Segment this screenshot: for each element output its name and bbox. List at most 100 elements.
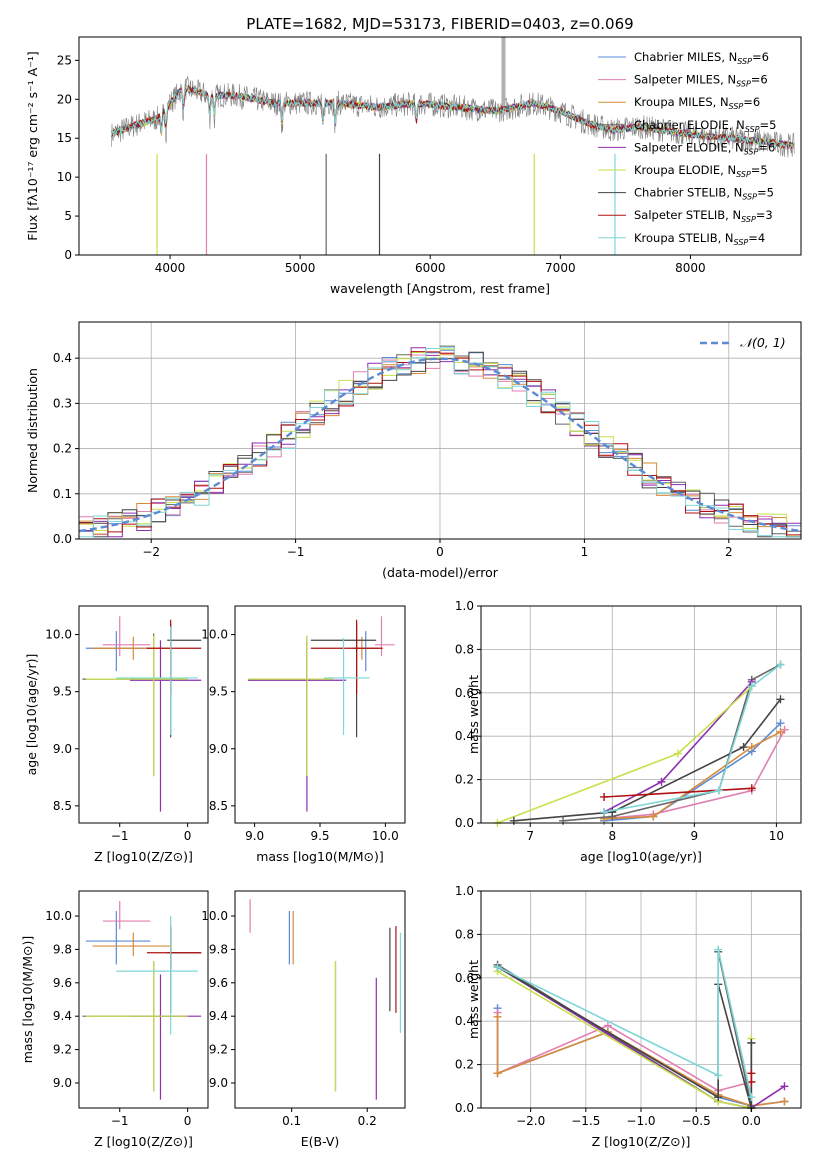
tick-label-x: 8000 [675, 261, 706, 275]
legend-label: Salpeter ELODIE, NSSP=6 [634, 140, 775, 156]
weight-series-8 [603, 663, 781, 813]
legend-label: Chabrier ELODIE, NSSP=5 [634, 118, 776, 134]
mass_vs_Z-marks [82, 901, 202, 1100]
tick-label-y: 0.0 [53, 532, 72, 546]
age_vs_Z-marks [82, 616, 202, 812]
axes-frame [480, 890, 802, 1109]
weight-series-5 [497, 685, 753, 824]
data-point-marker [714, 945, 723, 954]
axes-frame [480, 605, 802, 824]
tick-label-y: 9.0 [53, 742, 72, 756]
tick-label-x: 10.0 [372, 829, 399, 843]
mass_vs_EBV-chart: 0.1 0.2 9.0 9.2 9.4 9.6 9.8 10.0 E(B-V) [201, 890, 406, 1149]
tick-label-x: 5000 [285, 261, 316, 275]
legend-label-base: Salpeter ELODIE, N [634, 140, 744, 154]
weight_vs_age-chart: 7 8 9 10 0.0 0.2 0.4 0.6 0.8 1.0 age [log10(age/yr… [455, 599, 802, 864]
axes-frame [78, 890, 209, 1109]
legend-label-value: =6 [743, 95, 760, 109]
x-axis-label: Z [log10(Z/Z⊙)] [94, 1134, 193, 1149]
tick-label-y: 0.2 [53, 442, 72, 456]
legend-label: Chabrier STELIB, NSSP=5 [634, 186, 774, 202]
tick-label-y: 0.4 [455, 729, 474, 743]
data-point-marker [493, 1069, 502, 1078]
x-axis-label: wavelength [Angstrom, rest frame] [330, 281, 550, 296]
legend-label-base: Chabrier ELODIE, N [634, 118, 745, 132]
weight-series-8 [497, 949, 753, 1098]
legend-item: Kroupa MILES, NSSP=6 [598, 95, 760, 111]
tick-label-y: 0 [64, 248, 72, 262]
data-point-marker [673, 749, 682, 758]
legend-label-sub: SSP [734, 238, 749, 247]
legend-label-sub: SSP [744, 147, 759, 156]
data-point-marker [776, 695, 785, 704]
tick-label-y: 9.6 [53, 976, 72, 990]
data-point-marker [780, 725, 789, 734]
tick-label-y: 9.5 [53, 685, 72, 699]
tick-label-x: 0 [184, 829, 192, 843]
x-axis-label: Z [log10(Z/Z⊙)] [592, 1134, 691, 1149]
weight_vs_Z-marks [493, 945, 789, 1112]
age_vs_mass-chart: 9.0 9.5 10.0 8.5 9.0 9.5 10.0 mass [log10(M/M⊙)… [201, 605, 406, 864]
tick-label-y: 9.6 [209, 976, 228, 990]
data-point-marker [493, 1012, 502, 1021]
mass_vs_Z-chart: −1 0 9.0 9.2 9.4 9.6 9.8 10.0 Z [log10(Z/Z⊙)] mas… [20, 890, 209, 1149]
tick-label-x: 7 [526, 829, 534, 843]
data-point-marker [559, 816, 568, 825]
axes-frame [234, 605, 406, 824]
legend-label-sub: SSP [736, 80, 751, 89]
axes-frame [78, 605, 209, 824]
legend-item: Chabrier ELODIE, NSSP=5 [598, 118, 776, 134]
tick-label-y: 0.4 [455, 1014, 474, 1028]
legend-label-base: Chabrier MILES, N [634, 50, 737, 64]
data-point-marker [714, 1093, 723, 1102]
tick-label-x: 10 [769, 829, 784, 843]
x-axis-label: Z [log10(Z/Z⊙)] [94, 849, 193, 864]
legend-item: Salpeter STELIB, NSSP=3 [598, 208, 773, 224]
legend-label: Kroupa ELODIE, NSSP=5 [634, 163, 768, 179]
tick-label-y: 9.5 [209, 685, 228, 699]
age_vs_mass-marks [248, 616, 395, 812]
legend-item: Chabrier STELIB, NSSP=5 [598, 186, 774, 202]
legend-label-sub: SSP [737, 57, 752, 66]
legend-label-base: Kroupa STELIB, N [634, 231, 734, 245]
tick-label-x: −2.0 [516, 1114, 545, 1128]
tick-label-x: 2 [725, 545, 733, 559]
tick-label-y: 0.6 [455, 971, 474, 985]
data-point-marker [780, 1097, 789, 1106]
legend-label: Kroupa MILES, NSSP=6 [634, 95, 760, 111]
legend-label-base: Kroupa ELODIE, N [634, 163, 736, 177]
spectrum-marks [111, 37, 795, 255]
tick-label-x: 7000 [545, 261, 576, 275]
data-point-marker [493, 962, 502, 971]
y-axis-label: Normed distribution [25, 368, 40, 493]
model-spectrum-8 [111, 85, 795, 150]
weight_vs_age-marks [493, 660, 789, 827]
x-axis-label: age [log10(age/yr)] [580, 849, 702, 864]
histogram-series-8 [79, 346, 801, 538]
spectrum-chart: 4000 5000 6000 7000 8000 0 5 10 15 20 25 wavelength… [25, 36, 802, 296]
tick-label-x: −1.5 [571, 1114, 600, 1128]
data-point-marker [747, 1038, 756, 1047]
tick-label-x: 8 [608, 829, 616, 843]
legend-label: Kroupa STELIB, NSSP=4 [634, 231, 765, 247]
legend-label-sub: SSP [736, 170, 751, 179]
tick-label-x: 9.0 [245, 829, 264, 843]
axes-frame [78, 36, 802, 256]
tick-label-y: 0.8 [455, 927, 474, 941]
tick-label-x: −1 [111, 829, 129, 843]
data-point-marker [714, 786, 723, 795]
y-axis-label: mass [log10(M/M⊙)] [20, 936, 35, 1064]
tick-label-y: 9.0 [53, 1076, 72, 1090]
x-axis-label: mass [log10(M/M⊙)] [256, 849, 384, 864]
legend-label-base: Chabrier STELIB, N [634, 186, 742, 200]
tick-label-y: 25 [57, 53, 72, 67]
legend-label-value: =6 [751, 73, 768, 87]
tick-label-y: 9.4 [209, 1009, 228, 1023]
weight-series-1 [604, 729, 786, 820]
legend-label-value: =5 [760, 118, 777, 132]
data-point-marker [714, 1071, 723, 1080]
tick-label-y: 5 [64, 209, 72, 223]
tick-label-x: −1 [287, 545, 305, 559]
residuals-marks [79, 345, 801, 538]
tick-label-y: 10.0 [201, 909, 228, 923]
